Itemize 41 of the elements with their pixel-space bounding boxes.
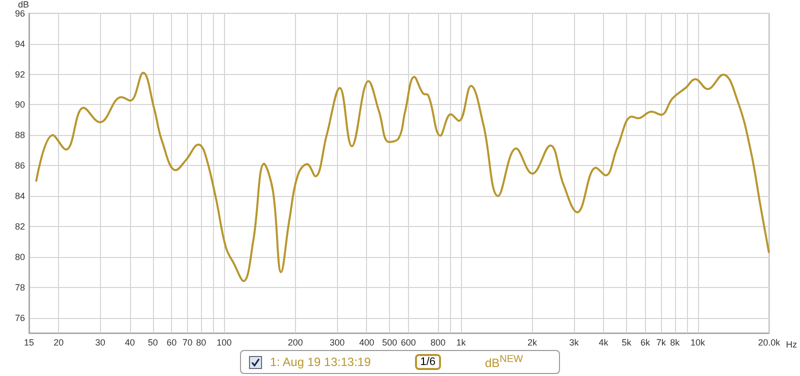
y-tick-label: 96 [14,8,25,18]
x-tick-label: 70 [182,338,192,348]
x-axis-title: Hz [786,340,798,350]
x-tick-label: 7k [656,338,666,348]
x-tick-label: 40 [124,338,135,348]
y-tick-label: 84 [14,191,25,202]
x-tick-label: 10k [690,338,706,348]
x-tick-label: 80 [196,338,206,348]
x-tick-label: 60 [166,338,177,348]
x-tick-label: 20.0k [758,338,781,348]
y-axis-title: dB [18,0,29,10]
x-tick-label: 600 [400,338,416,348]
x-tick-label: 20 [54,338,64,348]
x-tick-label: 6k [640,338,651,348]
y-tick-label: 80 [14,252,25,262]
y-tick-label: 78 [14,282,25,292]
x-tick-label: 30 [95,338,106,348]
x-tick-label: 15 [24,338,34,348]
x-tick-label: 3k [569,338,580,348]
x-tick-label: 200 [288,338,303,348]
y-tick-label: 82 [14,221,25,232]
x-tick-label: 400 [359,338,374,348]
text: 1: Aug 19 13:13:19 [270,355,371,369]
y-tick-label: 88 [14,130,25,140]
y-tick-label: 86 [14,160,25,171]
y-tick-label: 76 [14,312,25,323]
x-tick-label: 500 [382,338,398,348]
x-tick-label: 1k [456,338,466,348]
text: dB$^{NEW}$ [484,354,523,370]
x-tick-label: 50 [148,338,158,348]
y-tick-label: 92 [14,69,25,80]
x-tick-label: 800 [430,338,446,348]
x-tick-label: 4k [598,338,609,348]
x-tick-label: 100 [216,338,232,348]
x-tick-label: 5k [622,338,632,348]
y-tick-label: 94 [14,38,25,49]
x-tick-label: 300 [330,338,345,348]
x-tick-label: 8k [670,338,680,348]
y-tick-label: 90 [14,100,25,110]
text: 1/6 [415,354,441,370]
x-tick-label: 2k [528,338,538,348]
